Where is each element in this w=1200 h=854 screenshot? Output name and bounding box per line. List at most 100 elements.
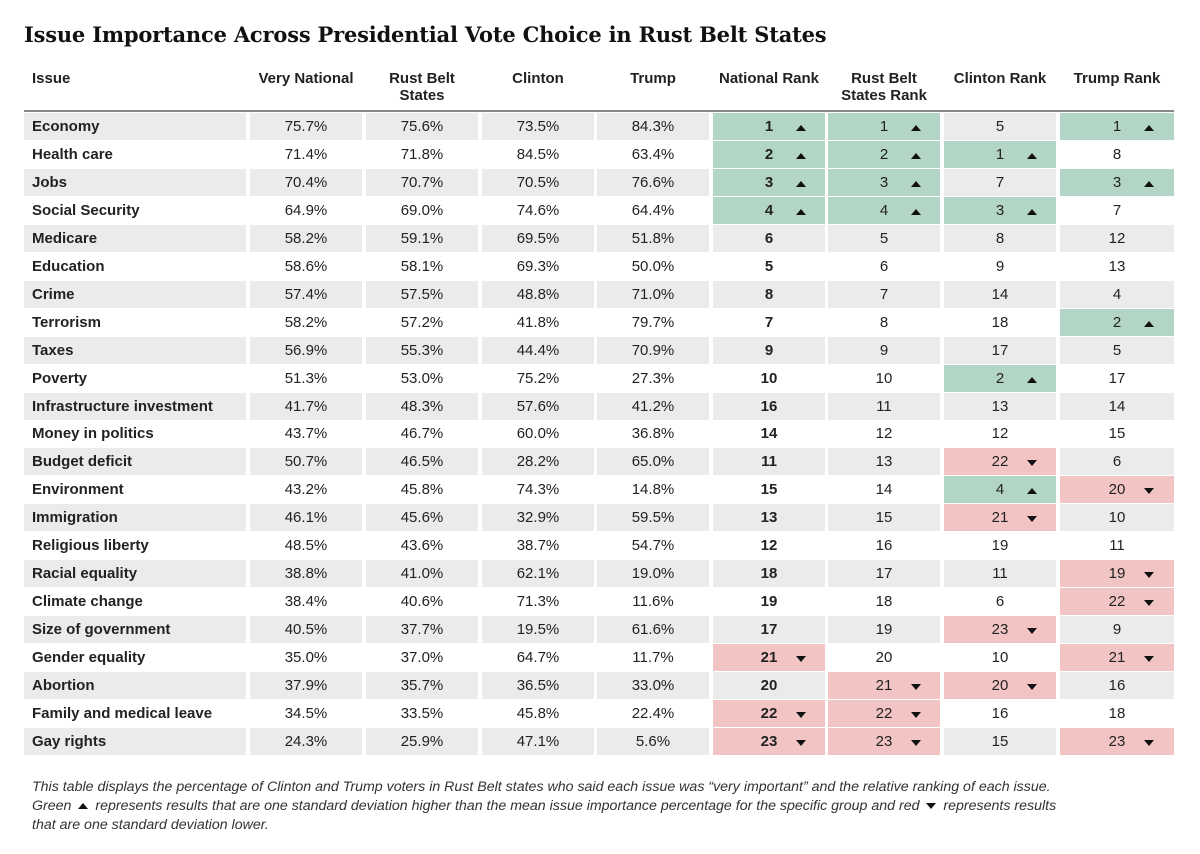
- cell-value: Climate change: [32, 593, 143, 611]
- cell-trump: 27.3%: [597, 365, 709, 392]
- cell-value: 10: [991, 649, 1009, 667]
- cell-trump: 65.0%: [597, 448, 709, 476]
- cell-clinton: 48.8%: [482, 280, 594, 308]
- cell-value: 38.7%: [516, 537, 560, 555]
- cell-rust-belt: 45.6%: [366, 504, 478, 532]
- cell-value: 5: [764, 257, 774, 275]
- cell-clinton: 75.2%: [482, 365, 594, 392]
- header-national-rank: National Rank: [718, 70, 820, 87]
- cell-very-national: 43.7%: [250, 420, 362, 447]
- cell-value: 22: [1108, 593, 1126, 611]
- cell-value: 41.8%: [516, 313, 560, 331]
- cell-issue: Jobs: [24, 168, 246, 196]
- cell-value: 20: [760, 677, 778, 694]
- cell-trump-rank: 23: [1060, 727, 1174, 755]
- cell-value: 1: [879, 118, 889, 135]
- cell-rust-belt: 58.1%: [366, 253, 478, 280]
- cell-very-national: 35.0%: [250, 644, 362, 671]
- cell-rust-belt: 46.5%: [366, 448, 478, 476]
- cell-clinton: 36.5%: [482, 672, 594, 699]
- cell-very-national: 58.2%: [250, 309, 362, 336]
- header-very-national: Very National: [258, 70, 354, 87]
- cell-value: 22: [760, 704, 778, 722]
- cell-value: Size of government: [32, 621, 171, 639]
- cell-clinton-rank: 4: [944, 476, 1056, 504]
- cell-trump-rank: 21: [1060, 644, 1174, 672]
- cell-national-rank: 11: [713, 448, 825, 476]
- cell-clinton-rank: 1: [944, 140, 1056, 168]
- cell-clinton-rank: 10: [944, 644, 1056, 671]
- cell-value: 20: [991, 677, 1009, 694]
- up-triangle-icon: [1144, 125, 1154, 131]
- cell-very-national: 64.9%: [250, 197, 362, 224]
- cell-rust-belt: 43.6%: [366, 532, 478, 559]
- cell-clinton: 74.3%: [482, 476, 594, 503]
- cell-value: 35.7%: [400, 677, 444, 694]
- cell-value: 46.7%: [400, 425, 444, 443]
- down-triangle-icon: [911, 711, 921, 718]
- cell-trump-rank: 3: [1060, 168, 1174, 196]
- cell-value: 64.7%: [516, 649, 560, 667]
- table-row: Immigration 46.1% 45.6% 32.9% 59.5% 13 15 21 10: [24, 504, 1174, 532]
- cell-issue: Size of government: [24, 616, 246, 644]
- down-triangle-icon: [1144, 572, 1154, 579]
- cell-value: 48.5%: [284, 537, 328, 555]
- cell-clinton: 32.9%: [482, 504, 594, 532]
- up-triangle-icon: [1144, 180, 1154, 187]
- cell-value: 57.5%: [400, 285, 444, 303]
- cell-rust-belt-rank: 15: [828, 504, 940, 532]
- cell-value: 59.1%: [400, 229, 444, 247]
- cell-value: Medicare: [32, 229, 98, 247]
- cell-value: 34.5%: [284, 704, 328, 722]
- cell-value: 11: [876, 397, 892, 415]
- cell-value: 48.3%: [400, 397, 444, 415]
- cell-clinton-rank: 23: [944, 616, 1056, 644]
- cell-very-national: 46.1%: [250, 504, 362, 532]
- cell-value: 3: [995, 201, 1005, 219]
- cell-value: 16: [875, 537, 893, 555]
- cell-value: 53.0%: [400, 369, 444, 387]
- cell-value: 17: [991, 341, 1009, 359]
- cell-very-national: 57.4%: [250, 280, 362, 308]
- up-triangle-icon: [78, 803, 89, 810]
- cell-value: Budget deficit: [32, 453, 132, 471]
- cell-value: 76.6%: [631, 173, 675, 191]
- cell-value: 14.8%: [631, 481, 675, 499]
- cell-rust-belt-rank: 5: [828, 224, 940, 252]
- cell-clinton-rank: 7: [944, 168, 1056, 196]
- cell-rust-belt-rank: 1: [828, 113, 940, 140]
- cell-rust-belt-rank: 2: [828, 140, 940, 168]
- table-title: Issue Importance Across Presidential Vot…: [24, 22, 827, 47]
- cell-clinton: 38.7%: [482, 532, 594, 559]
- cell-rust-belt-rank: 19: [828, 616, 940, 644]
- cell-rust-belt-rank: 6: [828, 253, 940, 280]
- cell-value: 64.4%: [631, 201, 675, 219]
- cell-value: 57.2%: [400, 313, 444, 331]
- cell-value: 6: [995, 593, 1005, 611]
- cell-trump: 36.8%: [597, 420, 709, 447]
- header-clinton: Clinton: [512, 70, 564, 87]
- cell-rust-belt-rank: 17: [828, 560, 940, 588]
- cell-rust-belt-rank: 21: [828, 672, 940, 699]
- cell-rust-belt: 71.8%: [366, 141, 478, 168]
- cell-issue: Crime: [24, 280, 246, 308]
- cell-clinton: 28.2%: [482, 448, 594, 476]
- cell-rust-belt: 48.3%: [366, 392, 478, 420]
- cell-rust-belt-rank: 13: [828, 448, 940, 476]
- cell-value: 75.6%: [400, 118, 444, 135]
- cell-value: 38.8%: [284, 565, 328, 583]
- cell-value: 5.6%: [635, 732, 671, 750]
- footnote-line2-end: represents results: [943, 798, 1057, 814]
- cell-value: 50.7%: [284, 453, 328, 471]
- cell-value: 70.9%: [631, 341, 675, 359]
- cell-value: 37.7%: [400, 621, 444, 639]
- cell-value: 1: [764, 118, 774, 135]
- cell-trump-rank: 5: [1060, 336, 1174, 364]
- cell-clinton: 73.5%: [482, 113, 594, 140]
- cell-trump: 76.6%: [597, 168, 709, 196]
- down-triangle-icon: [1144, 600, 1154, 607]
- cell-value: 15: [991, 732, 1009, 750]
- cell-national-rank: 14: [713, 420, 825, 447]
- cell-clinton: 60.0%: [482, 420, 594, 447]
- cell-value: 22.4%: [631, 704, 675, 722]
